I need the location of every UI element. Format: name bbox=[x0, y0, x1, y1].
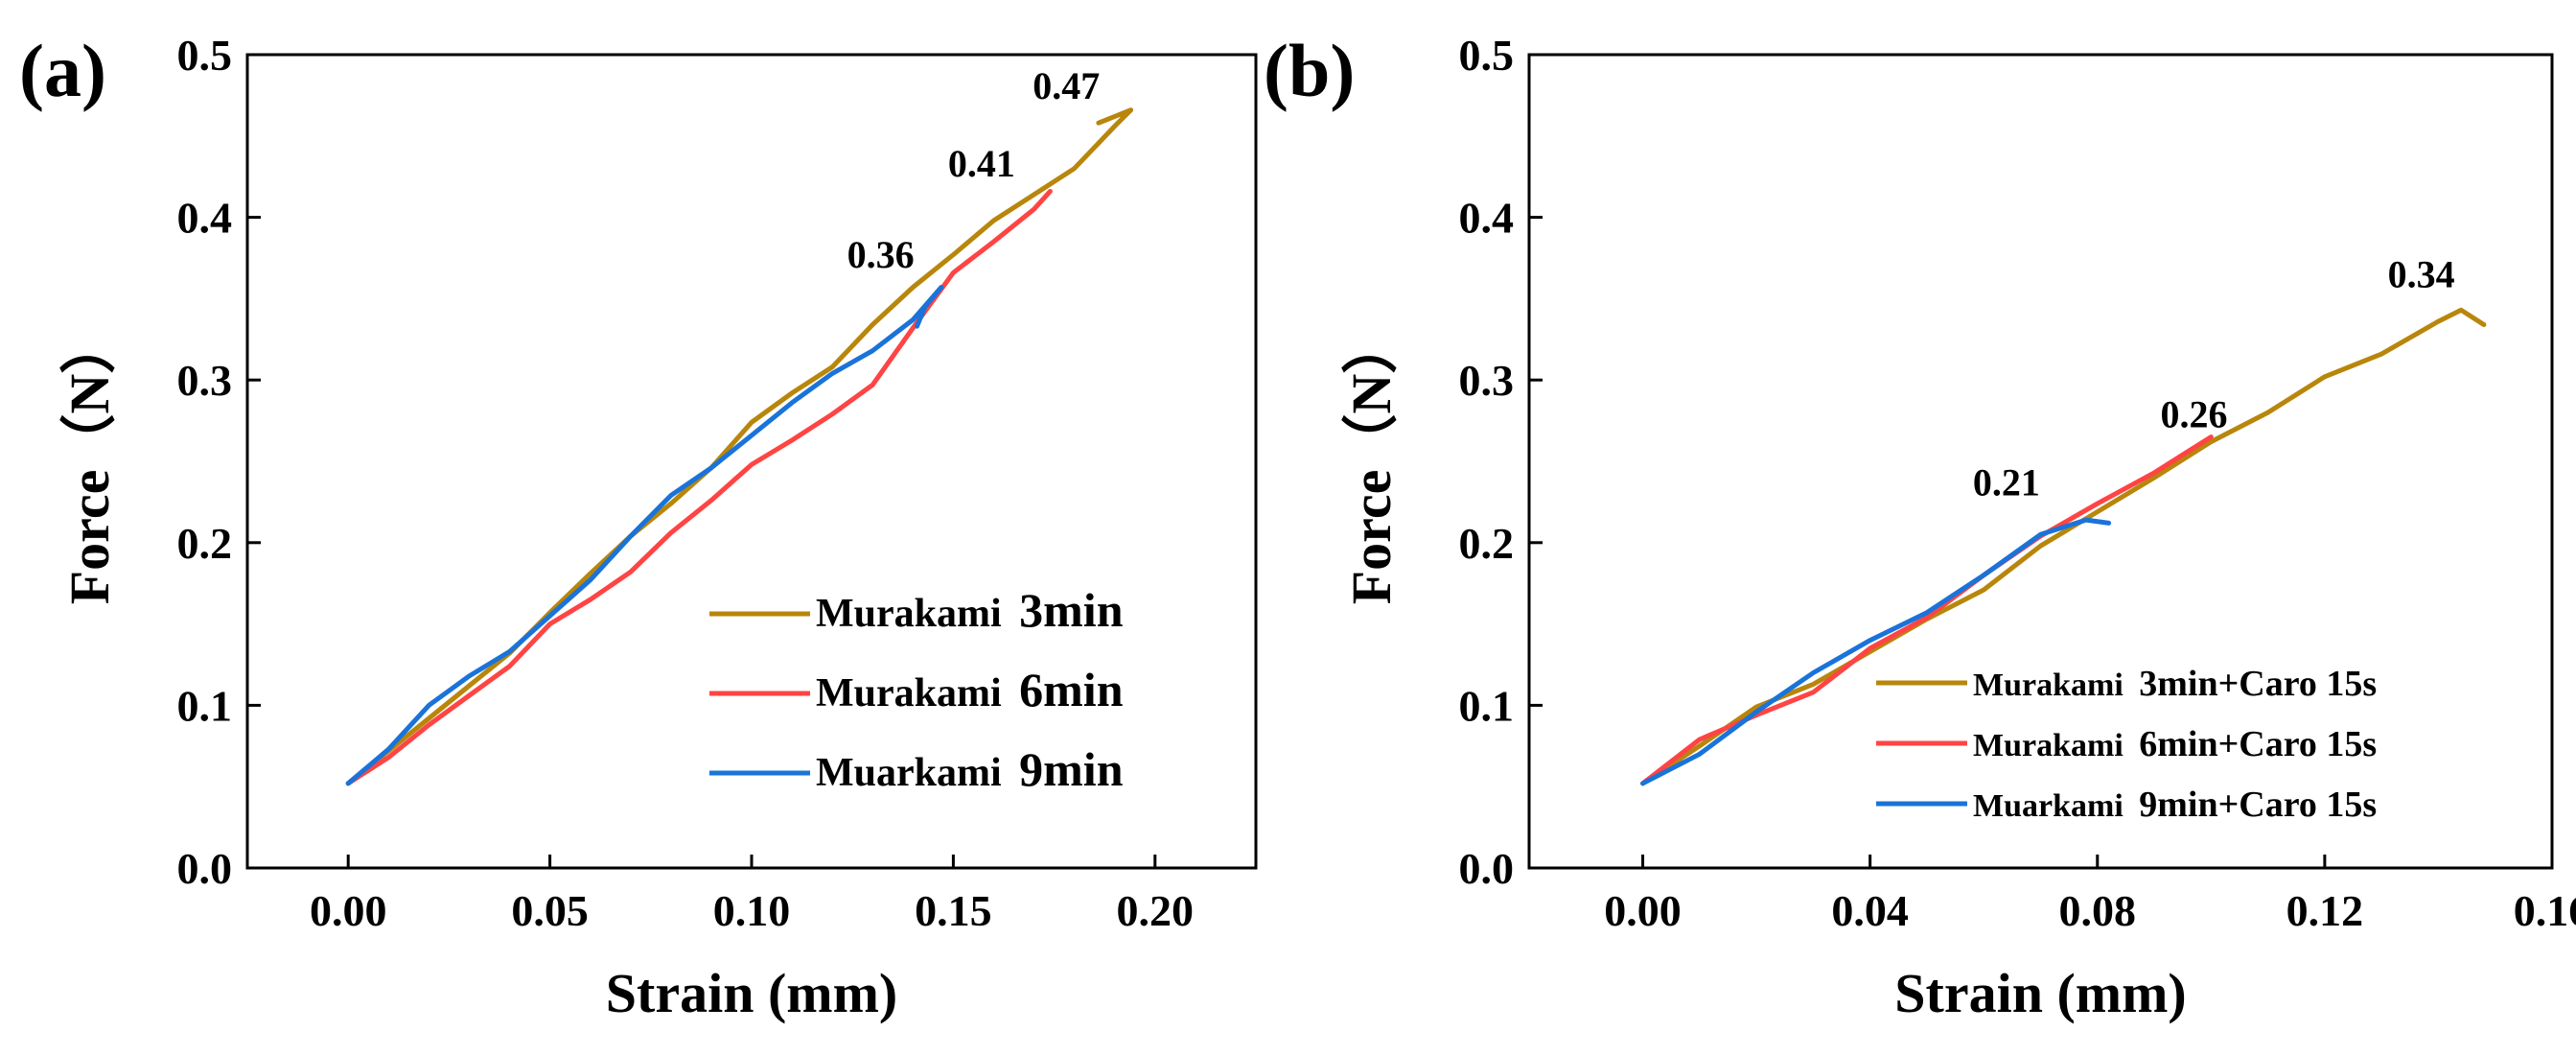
peak-label-b-0: 0.34 bbox=[2388, 253, 2455, 296]
x-tick-label-b-4: 0.16 bbox=[2514, 886, 2576, 935]
peak-label-b-2: 0.21 bbox=[1973, 461, 2040, 504]
x-axis-label-a: Strain (mm) bbox=[606, 962, 897, 1024]
x-tick-label-b-1: 0.04 bbox=[1831, 886, 1909, 935]
peak-label-b-1: 0.26 bbox=[2161, 392, 2228, 435]
series-line-b-2 bbox=[1640, 517, 2112, 786]
y-tick-label-a-2: 0.2 bbox=[177, 519, 233, 568]
y-tick-label-a-0: 0.0 bbox=[177, 844, 233, 893]
y-tick-label-a-1: 0.1 bbox=[177, 681, 233, 730]
y-tick-label-b-1: 0.1 bbox=[1459, 681, 1515, 730]
y-tick-label-b-3: 0.3 bbox=[1459, 356, 1515, 405]
x-tick-label-b-2: 0.08 bbox=[2059, 886, 2137, 935]
x-tick-label-a-4: 0.20 bbox=[1117, 886, 1195, 935]
legend-label-a-2: Muarkami 9min bbox=[816, 742, 1124, 796]
panel-label-a: (a) bbox=[19, 29, 106, 112]
plot-frame-b bbox=[1527, 53, 2554, 870]
legend-label-a-0: Murakami 3min bbox=[816, 583, 1124, 637]
y-tick-label-a-3: 0.3 bbox=[177, 356, 233, 405]
legend-label-a-1: Murakami 6min bbox=[816, 663, 1124, 716]
legend-a: Murakami 3min Murakami 6min Muarkami 9min bbox=[709, 583, 1124, 796]
panel-b: (b) 0.0 0.1 0.2 0.3 0.4 0.5 0.00 0.04 0.08 0.12 0.1… bbox=[1264, 29, 2576, 1024]
x-axis-label-b: Strain (mm) bbox=[1894, 962, 2186, 1024]
y-tick-label-b-5: 0.5 bbox=[1459, 31, 1515, 80]
y-axis-label-b: Force（N） bbox=[1340, 318, 1403, 605]
x-tick-label-a-2: 0.10 bbox=[713, 886, 791, 935]
panel-a: (a) 0.0 0.1 0.2 0.3 0.4 0.5 0.00 0.05 0.10 0.15 0.2… bbox=[19, 29, 1258, 1024]
x-tick-label-a-3: 0.15 bbox=[915, 886, 992, 935]
legend-label-b-2: Muarkami 9min+Caro 15s bbox=[1973, 785, 2377, 825]
y-tick-label-a-4: 0.4 bbox=[177, 194, 233, 243]
legend-label-b-0: Murakami 3min+Caro 15s bbox=[1973, 664, 2377, 704]
peak-label-a-0: 0.47 bbox=[1033, 64, 1100, 107]
series-line-a-0 bbox=[345, 107, 1134, 786]
y-tick-label-b-0: 0.0 bbox=[1459, 844, 1515, 893]
y-tick-label-a-5: 0.5 bbox=[177, 31, 233, 80]
peak-label-a-2: 0.36 bbox=[847, 233, 915, 276]
legend-b: Murakami 3min+Caro 15s Murakami 6min+Caro… bbox=[1876, 664, 2377, 825]
panel-label-b: (b) bbox=[1264, 29, 1355, 112]
x-tick-label-a-1: 0.05 bbox=[511, 886, 589, 935]
series-line-a-1 bbox=[345, 189, 1053, 786]
y-tick-label-b-2: 0.2 bbox=[1459, 519, 1515, 568]
y-tick-label-b-4: 0.4 bbox=[1459, 194, 1515, 243]
y-axis-label-a: Force（N） bbox=[58, 318, 121, 605]
x-tick-label-a-0: 0.00 bbox=[310, 886, 387, 935]
x-tick-label-b-0: 0.00 bbox=[1604, 886, 1682, 935]
x-tick-label-b-3: 0.12 bbox=[2286, 886, 2364, 935]
series-line-b-0 bbox=[1640, 307, 2487, 786]
series-line-a-2 bbox=[345, 285, 944, 786]
peak-label-a-1: 0.41 bbox=[948, 142, 1015, 185]
legend-label-b-1: Murakami 6min+Caro 15s bbox=[1973, 724, 2377, 764]
